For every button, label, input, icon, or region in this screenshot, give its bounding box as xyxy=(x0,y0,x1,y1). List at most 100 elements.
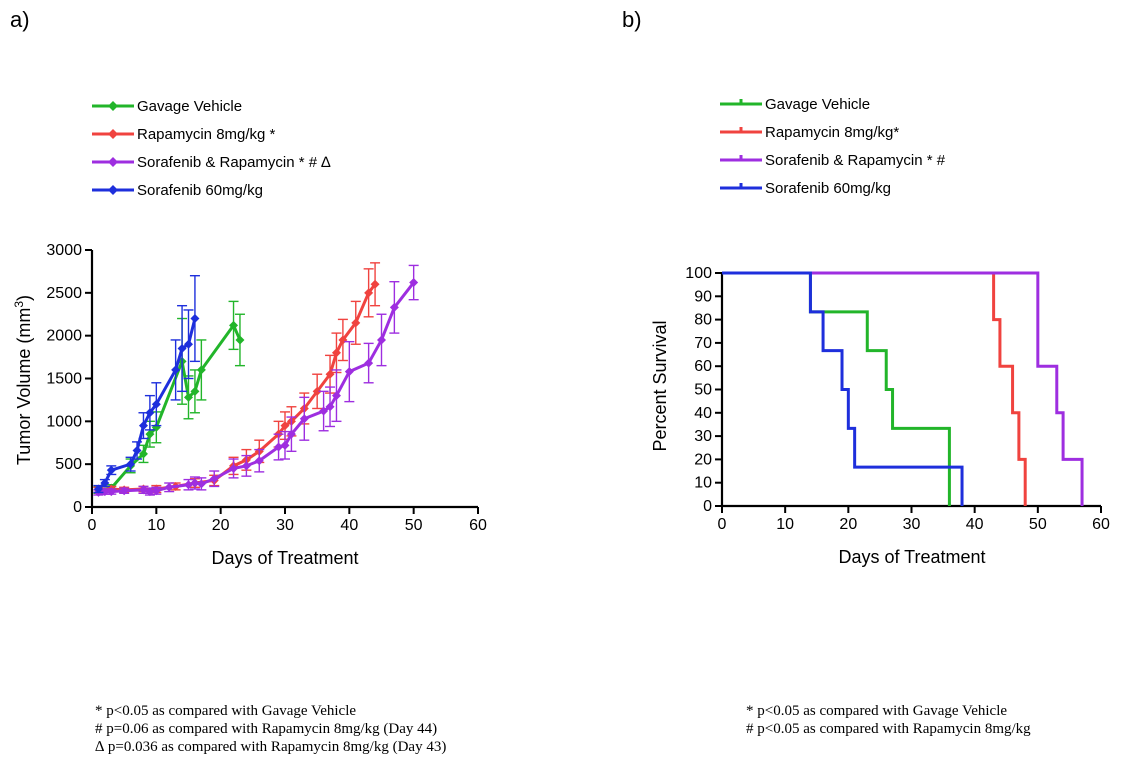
legend-marker xyxy=(108,101,118,111)
x-tick-label: 10 xyxy=(776,516,794,533)
footnote-b-1: * p<0.05 as compared with Gavage Vehicle xyxy=(746,703,1008,719)
axes-a: 0 500 1000 1500 2000 2500 3000 0 10 20 30 40 50 60 xyxy=(46,242,487,534)
x-tick-label: 20 xyxy=(839,516,857,533)
data-point xyxy=(235,335,245,345)
x-tick-label: 50 xyxy=(1029,516,1047,533)
panel-b-label: b) xyxy=(622,7,642,32)
series-a-2 xyxy=(93,264,419,497)
x-tick-label: 50 xyxy=(405,517,423,534)
x-tick-label: 10 xyxy=(147,517,165,534)
data-point xyxy=(171,365,181,375)
series-line xyxy=(98,323,242,492)
x-tick-label: 40 xyxy=(340,517,358,534)
tumor-volume-chart: a) Gavage Vehicle Rapamycin 8mg/kg * Soraf… xyxy=(10,7,487,568)
data-point xyxy=(280,421,290,431)
data-point xyxy=(138,421,148,431)
data-point xyxy=(364,288,374,298)
data-point xyxy=(409,278,419,288)
legend-item-b: Sorafenib 60mg/kg xyxy=(720,180,891,197)
data-point xyxy=(299,414,309,424)
legend-marker xyxy=(108,157,118,167)
data-point xyxy=(145,408,155,418)
survival-chart: b) Gavage Vehicle Rapamycin 8mg/kg* Sorafe… xyxy=(622,7,1110,567)
data-point xyxy=(241,461,251,471)
footnotes-a: * p<0.05 as compared with Gavage Vehicle… xyxy=(95,702,446,756)
legend-b: Gavage Vehicle Rapamycin 8mg/kg* Sorafenib… xyxy=(720,96,946,197)
y-tick-label: 50 xyxy=(694,382,712,399)
legend-label: Rapamycin 8mg/kg* xyxy=(765,124,899,141)
data-point xyxy=(151,486,161,496)
x-tick-label: 60 xyxy=(469,517,487,534)
y-tick-label: 500 xyxy=(55,456,82,473)
data-point xyxy=(280,440,290,450)
data-point xyxy=(377,335,386,345)
y-axis-title-b: Percent Survival xyxy=(650,320,670,451)
data-point xyxy=(126,459,136,469)
y-tick-label: 3000 xyxy=(46,242,82,259)
data-point xyxy=(229,463,239,473)
panel-a-label: a) xyxy=(10,7,30,32)
data-point xyxy=(331,391,341,401)
legend-label: Sorafenib & Rapamycin * # xyxy=(765,152,946,169)
y-tick-label: 30 xyxy=(694,428,712,445)
survival-curve-3 xyxy=(722,271,964,506)
survival-curve-0 xyxy=(722,271,951,506)
data-point xyxy=(389,302,399,312)
data-point xyxy=(325,369,335,379)
data-point xyxy=(100,478,110,488)
plot-area-a xyxy=(93,262,419,497)
legend-item-b: Rapamycin 8mg/kg* xyxy=(720,124,899,141)
footnote-a-2: # p=0.06 as compared with Rapamycin 8mg/… xyxy=(95,721,438,737)
legend-label: Sorafenib & Rapamycin * # ∆ xyxy=(137,154,331,171)
x-tick-label: 0 xyxy=(88,517,97,534)
data-point xyxy=(319,406,329,416)
data-point xyxy=(190,314,200,324)
data-point xyxy=(229,320,239,330)
data-point xyxy=(312,386,322,396)
legend-item-a: Sorafenib 60mg/kg xyxy=(92,182,263,199)
legend-item-b: Gavage Vehicle xyxy=(720,96,870,113)
y-tick-label: 1500 xyxy=(46,371,82,388)
data-point xyxy=(177,344,187,354)
series-a-3 xyxy=(93,275,200,494)
data-point xyxy=(138,449,148,459)
data-point xyxy=(331,348,341,358)
data-point xyxy=(196,365,206,375)
x-axis-title-b: Days of Treatment xyxy=(838,547,985,567)
axes-b: 0 10 20 30 40 50 60 70 80 90 100 0 10 20 30 40 50 60 xyxy=(685,265,1110,533)
legend-marker xyxy=(108,185,118,195)
y-axis-title-a: Tumor Volume (mm3) xyxy=(12,295,34,465)
data-point xyxy=(196,479,206,489)
data-point xyxy=(119,486,129,496)
data-point xyxy=(325,402,335,412)
y-tick-label: 2000 xyxy=(46,328,82,345)
legend-item-a: Rapamycin 8mg/kg * xyxy=(92,126,276,143)
y-tick-label: 1000 xyxy=(46,413,82,430)
footnote-a-3: ∆ p=0.036 as compared with Rapamycin 8mg… xyxy=(95,739,447,755)
survival-curve-1 xyxy=(722,271,1027,506)
data-point xyxy=(106,487,116,497)
data-point xyxy=(184,480,193,490)
legend-label: Sorafenib 60mg/kg xyxy=(137,182,263,199)
data-point xyxy=(138,485,148,495)
data-point xyxy=(364,358,374,368)
x-tick-label: 20 xyxy=(212,517,230,534)
x-tick-label: 0 xyxy=(718,516,727,533)
y-tick-label: 0 xyxy=(703,498,712,515)
x-tick-label: 60 xyxy=(1092,516,1110,533)
data-point xyxy=(370,279,380,289)
y-tick-label: 2500 xyxy=(46,285,82,302)
data-point xyxy=(344,367,354,377)
data-point xyxy=(286,429,296,439)
data-point xyxy=(190,478,200,488)
y-tick-label: 20 xyxy=(694,451,712,468)
footnote-a-1: * p<0.05 as compared with Gavage Vehicle xyxy=(95,703,357,719)
data-point xyxy=(351,318,361,328)
data-point xyxy=(209,474,219,484)
x-tick-label: 30 xyxy=(276,517,294,534)
legend-a: Gavage Vehicle Rapamycin 8mg/kg * Sorafeni… xyxy=(92,98,331,199)
x-tick-label: 40 xyxy=(966,516,984,533)
y-tick-label: 90 xyxy=(694,288,712,305)
plot-area-b xyxy=(722,271,1084,506)
